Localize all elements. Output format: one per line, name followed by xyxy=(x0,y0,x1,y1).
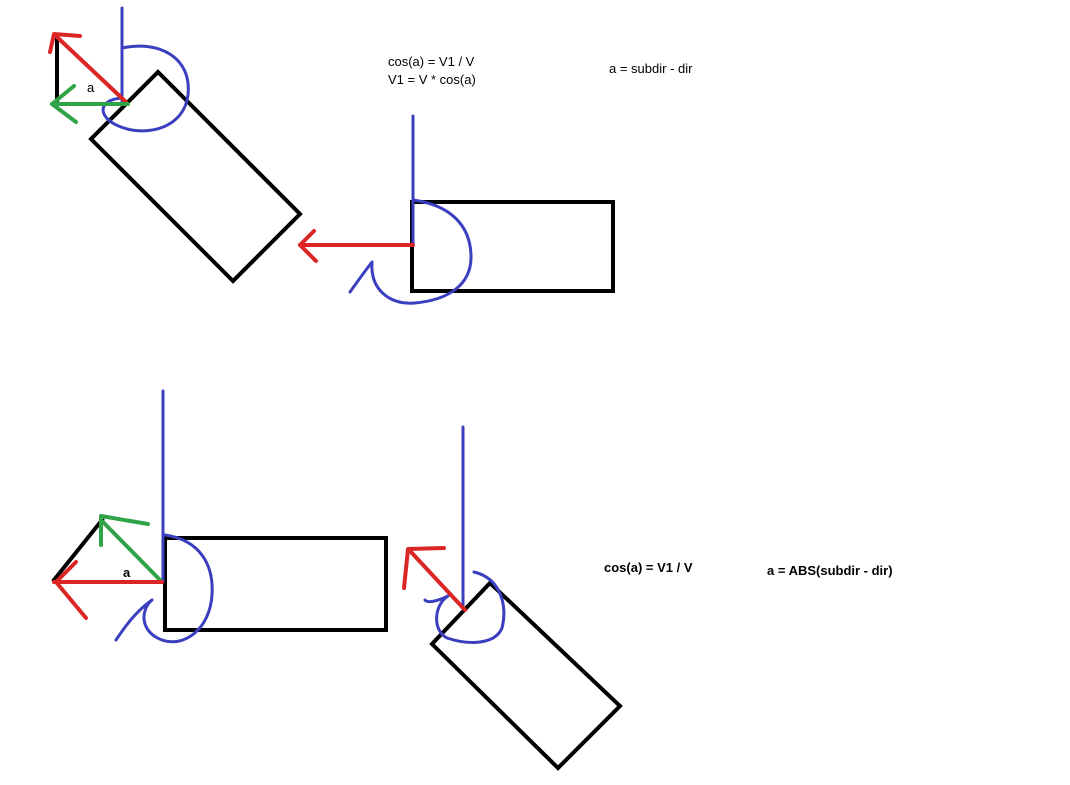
rotated-box xyxy=(88,69,303,284)
angle-arc xyxy=(114,533,214,644)
vector-v-arrowhead xyxy=(298,229,318,263)
panel-top-right xyxy=(298,114,615,305)
angle-label: a xyxy=(123,565,131,580)
panel-bottom-left xyxy=(51,389,388,644)
angle-label: a xyxy=(87,80,95,95)
vector-v-arrowhead xyxy=(402,546,446,590)
vector-v1-arrow xyxy=(101,520,164,584)
angle-arc xyxy=(101,44,190,133)
vector-v-arrowhead xyxy=(54,560,88,620)
formula-cos: cos(a) = V1 / V xyxy=(388,54,475,69)
rotated-box xyxy=(429,580,623,771)
vector-v-arrow xyxy=(409,550,467,612)
vector-v-arrowhead xyxy=(48,32,82,54)
vector-v-arrow xyxy=(55,35,128,104)
panel-bottom-right xyxy=(402,425,623,771)
formula-cos: cos(a) = V1 / V xyxy=(604,560,693,575)
vector-v1-arrowhead xyxy=(99,514,150,547)
formula-angle: a = ABS(subdir - dir) xyxy=(767,563,893,578)
aligned-box xyxy=(410,200,615,293)
panel-top-left xyxy=(48,6,303,284)
angle-arc xyxy=(423,570,506,644)
angle-arc xyxy=(348,198,473,305)
formula-angle: a = subdir - dir xyxy=(609,61,693,76)
vector-v1-arrowhead xyxy=(50,84,78,124)
formula-v1: V1 = V * cos(a) xyxy=(388,72,476,87)
triangle-leg xyxy=(51,517,105,583)
aligned-box xyxy=(163,536,388,632)
